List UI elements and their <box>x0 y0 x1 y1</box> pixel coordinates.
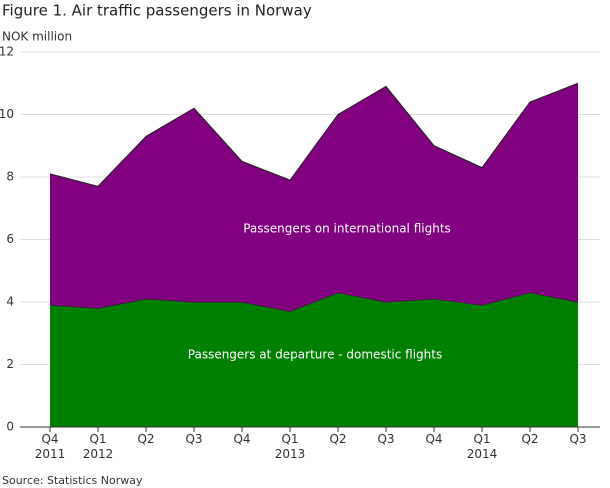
area-edge <box>49 82 579 187</box>
x-tick-label: Q4 <box>425 432 442 446</box>
source: Source: Statistics Norway <box>2 474 143 487</box>
x-tick-label: Q3 <box>377 432 394 446</box>
y-tick-label: 0 <box>6 420 14 434</box>
y-tick-label: 10 <box>0 107 14 121</box>
y-tick-label: 12 <box>0 45 14 59</box>
x-tick-label: Q4 <box>233 432 250 446</box>
x-tick-label: Q1 2014 <box>467 432 498 461</box>
y-tick-label: 6 <box>6 232 14 246</box>
y-tick-label: 2 <box>6 357 14 371</box>
x-tick-label: Q1 2012 <box>83 432 114 461</box>
area <box>50 83 578 312</box>
x-tick-label: Q3 <box>185 432 202 446</box>
x-tick-label: Q2 <box>521 432 538 446</box>
x-tick-label: Q2 <box>137 432 154 446</box>
chart-title: Figure 1. Air traffic passengers in Norw… <box>2 2 312 20</box>
y-axis-label: NOK million <box>2 30 72 44</box>
x-tick-label: Q2 <box>329 432 346 446</box>
series-label: Passengers at departure - domestic fligh… <box>188 348 442 362</box>
x-tick-label: Q1 2013 <box>275 432 306 461</box>
area <box>50 292 578 427</box>
x-tick-label: Q4 2011 <box>35 432 66 461</box>
y-tick-label: 4 <box>6 295 14 309</box>
y-tick-label: 8 <box>6 170 14 184</box>
x-tick-label: Q3 <box>569 432 586 446</box>
series-label: Passengers on international flights <box>243 222 451 236</box>
